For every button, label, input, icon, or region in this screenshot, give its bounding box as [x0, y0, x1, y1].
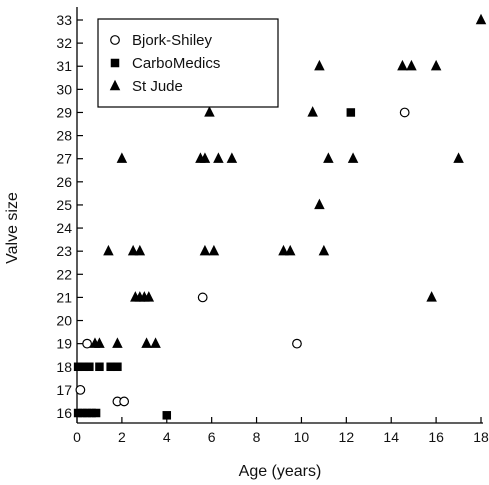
y-tick-label: 25 — [56, 197, 72, 213]
carbomedics-point — [78, 408, 87, 418]
st-jude-point — [278, 244, 289, 256]
carbomedics-point — [91, 408, 101, 418]
y-tick-label: 21 — [56, 289, 72, 305]
st-jude-point — [94, 337, 105, 348]
x-axis-title: Age (years) — [239, 463, 322, 480]
st-jude-point — [134, 244, 146, 256]
x-tick-label: 14 — [383, 429, 399, 445]
carbomedics-point — [162, 411, 172, 420]
carbomedics-point — [73, 362, 83, 372]
legend-box — [97, 18, 279, 108]
y-axis-ticks: 16 17 18 19 20 21 22 23 24 25 26 27 28 29 30 31 32 33 — [56, 12, 83, 421]
st-jude-point — [150, 337, 161, 348]
carbomedics-point — [113, 362, 122, 372]
y-tick-label: 28 — [56, 128, 72, 144]
carbomedics-point — [106, 362, 115, 372]
carbomedics-point — [87, 408, 96, 418]
bjork-shiley-point — [119, 396, 130, 407]
legend-label-st-jude: St Jude — [132, 78, 183, 95]
st-jude-point — [426, 291, 437, 302]
x-tick-label: 12 — [339, 429, 355, 445]
x-tick-label: 4 — [163, 429, 171, 445]
st-jude-point — [213, 152, 224, 163]
bjork-shiley-point — [292, 338, 302, 349]
y-tick-label: 18 — [56, 359, 72, 375]
legend-marker-st-jude — [109, 79, 121, 91]
y-tick-label: 23 — [56, 243, 72, 259]
x-tick-label: 18 — [473, 429, 489, 445]
y-tick-label: 31 — [56, 58, 72, 74]
carbomedics-point — [346, 108, 356, 117]
x-tick-label: 2 — [118, 429, 126, 445]
carbomedics-point — [85, 362, 94, 372]
st-jude-point — [314, 59, 325, 71]
st-jude-point — [226, 152, 238, 163]
bjork-shiley-point — [82, 338, 92, 349]
st-jude-point — [103, 244, 114, 256]
x-tick-label: 0 — [73, 429, 81, 445]
st-jude-point — [284, 244, 296, 256]
legend-label-bjork-shiley: Bjork-Shiley — [132, 32, 213, 49]
y-tick-label: 32 — [56, 35, 72, 51]
y-tick-label: 27 — [56, 151, 72, 167]
st-jude-point — [199, 152, 211, 163]
st-jude-point — [323, 152, 334, 163]
st-jude-point — [475, 13, 487, 25]
st-jude-point — [406, 59, 417, 71]
carbomedics-point — [95, 362, 104, 372]
bjork-shiley-point — [399, 107, 410, 118]
y-tick-label: 29 — [56, 104, 72, 120]
x-axis-ticks: 0 2 4 6 8 10 12 14 16 18 — [73, 417, 489, 445]
legend-marker-bjork-shiley — [110, 35, 120, 45]
st-jude-point — [116, 152, 128, 163]
st-jude-point — [112, 337, 123, 348]
y-tick-label: 26 — [56, 174, 72, 190]
plot-points — [73, 13, 487, 420]
x-tick-label: 10 — [294, 429, 310, 445]
st-jude-point — [307, 106, 318, 117]
carbomedics-point — [79, 362, 88, 372]
y-tick-label: 19 — [56, 336, 72, 352]
y-tick-label: 16 — [56, 405, 72, 421]
legend-label-carbomedics: CarboMedics — [132, 55, 220, 72]
st-jude-point — [143, 291, 155, 302]
st-jude-point — [204, 106, 215, 117]
bjork-shiley-point — [75, 384, 86, 395]
st-jude-point — [453, 152, 464, 163]
y-tick-label: 22 — [56, 266, 72, 282]
y-tick-label: 20 — [56, 313, 72, 329]
y-tick-label: 24 — [56, 220, 72, 236]
y-axis-title: Valve size — [4, 192, 21, 264]
x-tick-label: 16 — [428, 429, 444, 445]
st-jude-point — [127, 244, 139, 256]
st-jude-point — [314, 198, 325, 210]
x-tick-label: 8 — [253, 429, 261, 445]
st-jude-point — [199, 244, 211, 256]
y-tick-label: 33 — [56, 12, 72, 28]
x-tick-label: 6 — [208, 429, 216, 445]
y-tick-label: 30 — [56, 81, 72, 97]
y-tick-label: 17 — [56, 382, 72, 398]
st-jude-point — [208, 244, 220, 256]
st-jude-point — [318, 244, 330, 256]
st-jude-point — [430, 59, 442, 71]
st-jude-point — [347, 152, 359, 163]
legend: Bjork-Shiley CarboMedics St Jude — [97, 18, 279, 108]
st-jude-point — [397, 59, 408, 71]
carbomedics-point — [82, 408, 92, 418]
st-jude-point — [141, 337, 152, 348]
legend-marker-carbomedics — [110, 58, 120, 68]
carbomedics-point — [73, 408, 83, 418]
bjork-shiley-point — [197, 292, 208, 303]
